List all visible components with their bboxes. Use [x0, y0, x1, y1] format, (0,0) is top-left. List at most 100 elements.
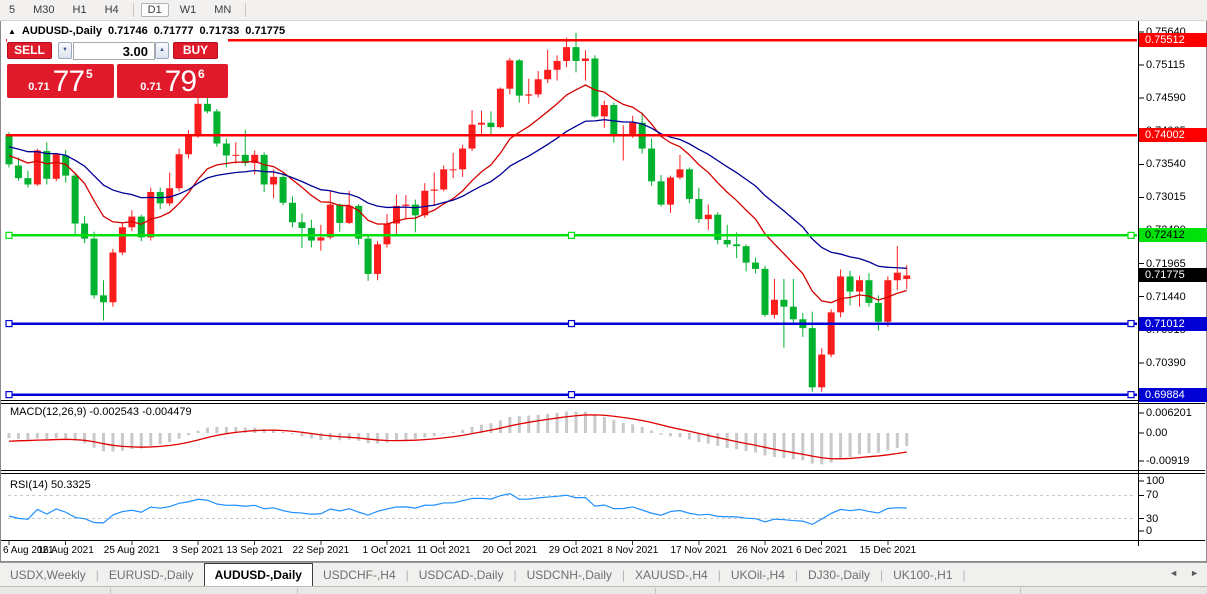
macd-histogram-bar: [243, 427, 247, 433]
macd-histogram-bar: [16, 433, 20, 439]
macd-histogram-bar: [451, 432, 455, 434]
macd-histogram-bar: [555, 412, 559, 433]
candle-body: [459, 148, 467, 170]
chart-tab-dj30-daily[interactable]: DJ30-,Daily: [808, 568, 871, 582]
candle-body: [657, 181, 665, 205]
candle-body: [203, 103, 211, 112]
macd-histogram-bar: [669, 433, 672, 437]
line-handle[interactable]: [1127, 319, 1135, 328]
line-handle[interactable]: [567, 391, 576, 399]
chart-tab-usdchf-h4[interactable]: USDCHF-,H4: [322, 568, 396, 582]
volume-up-button[interactable]: ▲: [155, 42, 169, 59]
candle-body: [175, 154, 183, 189]
macd-axis-label: 0.006201: [1146, 407, 1192, 419]
toolbar-separator: [245, 3, 247, 17]
chart-tab-usdx-weekly[interactable]: USDX,Weekly: [10, 568, 86, 582]
candle-body: [667, 177, 674, 205]
macd-histogram-bar: [848, 433, 852, 457]
line-handle[interactable]: [5, 231, 13, 239]
candle-body: [761, 268, 769, 315]
chart-tab-audusd-daily[interactable]: AUDUSD-,Daily: [203, 563, 313, 587]
timeframe-button-h4[interactable]: H4: [104, 4, 119, 16]
candle-body: [449, 169, 457, 171]
timeframe-button-m30[interactable]: M30: [33, 4, 55, 16]
line-handle[interactable]: [567, 231, 576, 239]
candle-body: [213, 111, 221, 144]
tab-separator: |: [95, 568, 99, 582]
level-price-label: 0.75512: [1139, 33, 1207, 48]
macd-histogram-bar: [678, 433, 682, 438]
sell-price-big: 77: [52, 65, 85, 98]
macd-histogram-bar: [319, 433, 323, 441]
candle-body: [383, 223, 391, 245]
chart-tab-usdcad-daily[interactable]: USDCAD-,Daily: [418, 568, 504, 582]
price-axis-label: 0.70390: [1146, 356, 1186, 369]
timeframe-button-5[interactable]: 5: [9, 4, 16, 16]
line-handle[interactable]: [1127, 231, 1135, 239]
macd-histogram-bar: [205, 427, 209, 433]
date-axis-label: 22 Sep 2021: [292, 545, 350, 556]
tab-scroll-left[interactable]: ◄: [1169, 568, 1179, 578]
chart-tab-usdcnh-daily[interactable]: USDCNH-,Daily: [526, 568, 612, 582]
status-divider: [297, 588, 298, 594]
one-click-trading-panel: SELL ▼ 3.00 ▲ BUY 0.71 77 5 0.71 79 6: [7, 38, 228, 98]
date-axis-label: 11 Oct 2021: [416, 545, 471, 556]
timeframe-button-w1[interactable]: W1: [179, 4, 197, 16]
candle-body: [629, 122, 637, 135]
candle-body: [695, 198, 703, 220]
buy-button[interactable]: BUY: [173, 42, 218, 59]
buy-price-display[interactable]: 0.71 79 6: [117, 64, 228, 98]
status-divider: [655, 588, 656, 594]
macd-histogram-bar: [640, 426, 644, 433]
chart-tab-eurusd-daily[interactable]: EURUSD-,Daily: [108, 568, 194, 582]
macd-histogram-bar: [215, 426, 219, 433]
date-axis-label: 20 Oct 2021: [482, 545, 538, 556]
macd-histogram-bar: [26, 433, 30, 440]
date-axis-label: 6 Aug 2021: [3, 545, 54, 556]
macd-histogram-bar: [224, 426, 228, 433]
macd-indicator-label: MACD(12,26,9) -0.002543 -0.004479: [10, 406, 192, 418]
sell-button[interactable]: SELL: [7, 42, 52, 59]
candle-body: [345, 205, 353, 223]
line-handle[interactable]: [5, 319, 13, 328]
candle-body: [260, 154, 268, 185]
macd-histogram-bar: [196, 430, 200, 433]
candle-body: [317, 237, 325, 241]
candle-body: [241, 154, 249, 164]
macd-histogram-bar: [187, 433, 191, 435]
timeframe-button-d1[interactable]: D1: [140, 3, 169, 17]
macd-histogram-bar: [300, 433, 304, 437]
macd-histogram-bar: [754, 433, 758, 453]
line-handle[interactable]: [5, 391, 13, 399]
date-axis-label: 3 Sep 2021: [172, 545, 224, 556]
volume-input[interactable]: 3.00: [73, 42, 155, 60]
candle-body: [544, 69, 552, 80]
tab-separator: |: [717, 568, 721, 582]
buy-price-prefix: 0.71: [140, 81, 162, 93]
timeframe-button-h1[interactable]: H1: [72, 4, 87, 16]
sell-price-display[interactable]: 0.71 77 5: [7, 64, 114, 98]
candle-body: [166, 188, 174, 204]
chart-tab-xauusd-h4[interactable]: XAUUSD-,H4: [635, 568, 708, 582]
line-handle[interactable]: [1127, 391, 1135, 399]
volume-down-button[interactable]: ▼: [58, 42, 72, 59]
macd-histogram-bar: [593, 414, 597, 433]
candle-body: [648, 148, 656, 182]
tab-scroll-right[interactable]: ►: [1190, 568, 1199, 578]
chart-tab-uk100-h1[interactable]: UK100-,H1: [893, 568, 953, 582]
status-bar: [0, 586, 1207, 594]
candle-body: [71, 175, 79, 224]
candle-body: [506, 60, 514, 89]
chart-collapse-icon[interactable]: ▲: [8, 26, 16, 36]
macd-histogram-bar: [621, 422, 625, 433]
timeframe-button-mn[interactable]: MN: [214, 4, 232, 16]
chart-tab-ukoil-h4[interactable]: UKOil-,H4: [730, 568, 785, 582]
line-handle[interactable]: [567, 319, 576, 328]
macd-histogram-bar: [376, 433, 380, 444]
candle-body: [222, 143, 230, 156]
macd-histogram-bar: [423, 433, 427, 438]
chart-title-bar: ▲ AUDUSD-,Daily 0.71746 0.71777 0.71733 …: [8, 25, 285, 37]
candle-body: [789, 306, 797, 320]
